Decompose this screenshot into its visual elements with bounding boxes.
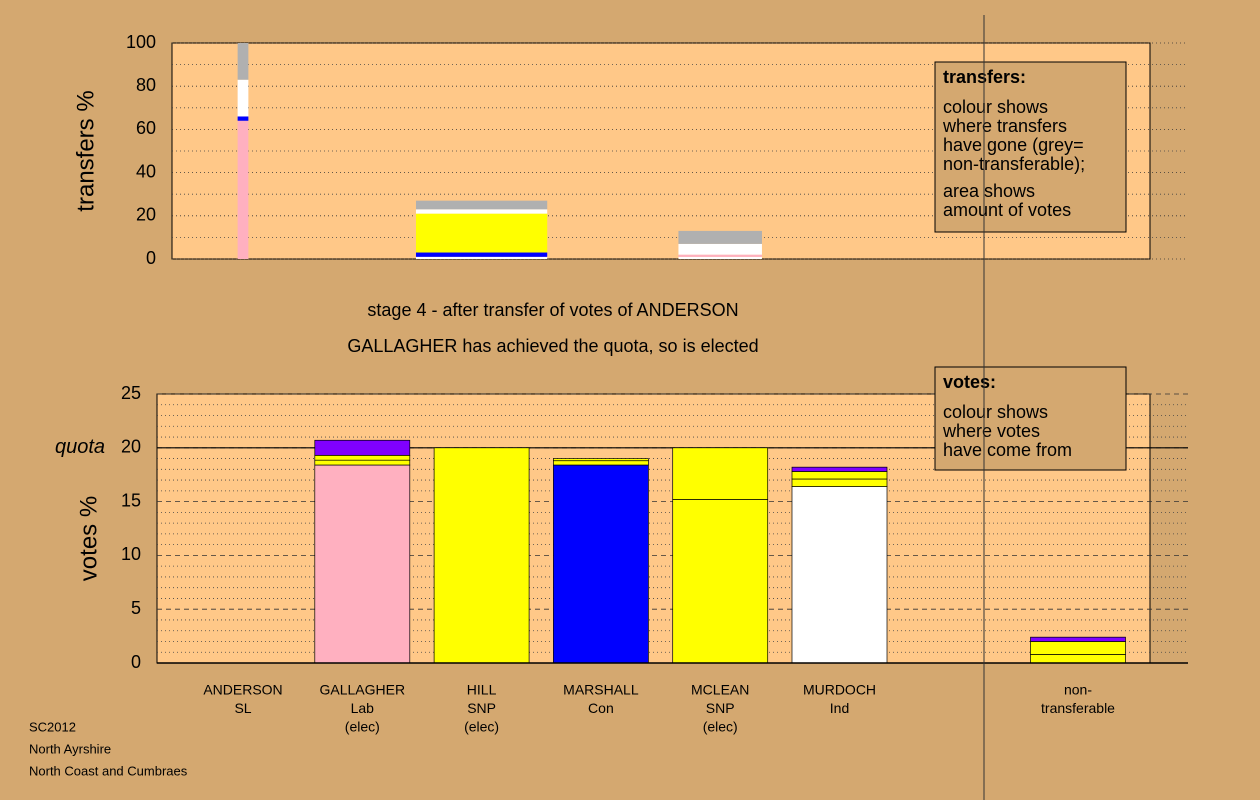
- y-tick-label: 15: [121, 490, 141, 510]
- bar-segment: [678, 230, 762, 244]
- legend-box: [934, 366, 1127, 471]
- y-tick-label: 10: [121, 544, 141, 564]
- bar-segment: [237, 43, 249, 80]
- bar-segment: [791, 466, 888, 472]
- y-tick-label: 25: [121, 383, 141, 403]
- y-tick-label: 5: [131, 598, 141, 618]
- bar-segment: [672, 499, 769, 664]
- legend-text: colour shows: [943, 97, 1048, 117]
- stage-text: stage 4 - after transfer of votes of AND…: [367, 300, 738, 320]
- y-tick-label: 40: [136, 161, 156, 181]
- x-tick-label: HILL: [467, 682, 497, 698]
- bar-segment: [314, 464, 411, 664]
- bar-segment: [553, 458, 649, 462]
- legend-text: colour shows: [943, 402, 1048, 422]
- bar-segment: [791, 486, 888, 664]
- bar-segment: [1030, 654, 1126, 664]
- x-tick-label: SNP: [467, 700, 496, 716]
- stage-text: GALLAGHER has achieved the quota, so is …: [347, 336, 758, 356]
- bar-segment: [678, 254, 762, 257]
- x-tick-label: MARSHALL: [563, 682, 639, 698]
- y-axis-title: votes %: [75, 496, 102, 581]
- bar-segment: [672, 447, 769, 500]
- bar-segment: [791, 478, 888, 487]
- bar-segment: [553, 460, 649, 466]
- bar-segment: [415, 209, 548, 214]
- bar-segment: [237, 79, 249, 117]
- bar-segment: [1030, 636, 1126, 642]
- y-tick-label: 80: [136, 75, 156, 95]
- x-tick-label: transferable: [1041, 700, 1115, 716]
- x-tick-label: SNP: [706, 700, 735, 716]
- legend-box: [934, 61, 1127, 233]
- x-tick-label: Ind: [830, 700, 849, 716]
- bar-segment: [553, 464, 649, 664]
- footer-text: North Ayrshire: [29, 741, 111, 756]
- bar-segment: [678, 256, 762, 259]
- legend-text: where votes: [942, 421, 1040, 441]
- y-tick-label: 20: [121, 437, 141, 457]
- bar-segment: [415, 252, 548, 257]
- legend-text: have come from: [943, 440, 1072, 460]
- legend-text: have gone (grey=: [943, 135, 1084, 155]
- legend-title: transfers:: [943, 67, 1026, 87]
- bar-segment: [415, 200, 548, 210]
- bar-segment: [1030, 641, 1126, 655]
- y-tick-label: 0: [131, 652, 141, 672]
- legend-text: area shows: [943, 181, 1035, 201]
- x-tick-label: ANDERSON: [203, 682, 282, 698]
- x-tick-label: MURDOCH: [803, 682, 876, 698]
- legend-text: where transfers: [942, 116, 1067, 136]
- legend-text: amount of votes: [943, 200, 1071, 220]
- footer-text: SC2012: [29, 719, 76, 734]
- bar-segment: [314, 454, 411, 461]
- x-tick-label: non-: [1064, 682, 1092, 698]
- bar-segment: [415, 213, 548, 253]
- bar-segment: [314, 439, 411, 456]
- bar-segment: [433, 447, 530, 664]
- footer-text: North Coast and Cumbraes: [29, 763, 188, 778]
- x-tick-label: SL: [234, 700, 251, 716]
- x-tick-label: Lab: [351, 700, 375, 716]
- x-tick-label: (elec): [464, 719, 499, 735]
- x-tick-label: (elec): [703, 719, 738, 735]
- x-tick-label: MCLEAN: [691, 682, 749, 698]
- y-axis-title: transfers %: [72, 90, 99, 211]
- legend-title: votes:: [943, 372, 996, 392]
- bar-segment: [314, 459, 411, 466]
- bar-segment: [678, 243, 762, 255]
- legend-text: non-transferable);: [943, 154, 1085, 174]
- bar-segment: [415, 256, 548, 259]
- quota-label: quota: [55, 436, 105, 458]
- y-tick-label: 20: [136, 205, 156, 225]
- x-tick-label: GALLAGHER: [320, 682, 406, 698]
- x-tick-label: (elec): [345, 719, 380, 735]
- bar-segment: [791, 471, 888, 480]
- x-tick-label: Con: [588, 700, 614, 716]
- bar-segment: [237, 116, 249, 121]
- y-tick-label: 0: [146, 248, 156, 268]
- y-tick-label: 100: [126, 32, 156, 52]
- y-tick-label: 60: [136, 118, 156, 138]
- bar-segment: [237, 120, 249, 259]
